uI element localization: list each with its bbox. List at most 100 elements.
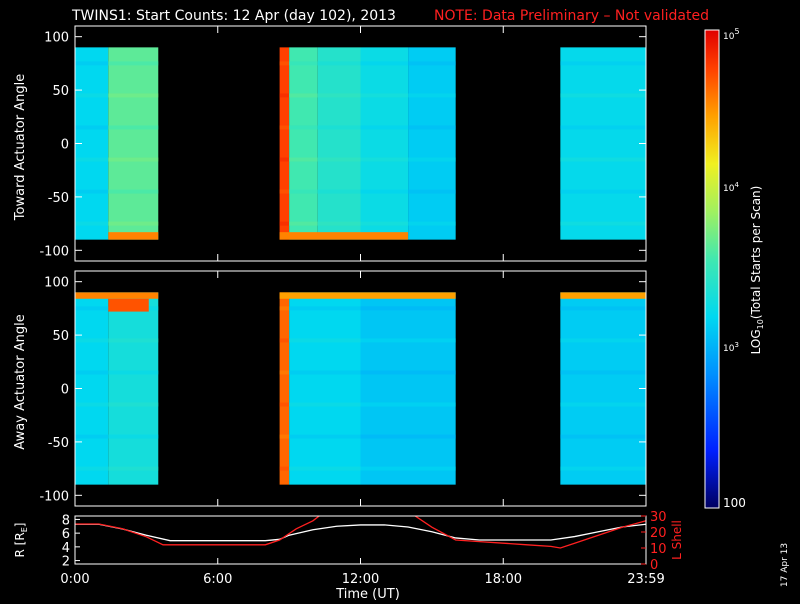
chart-title: TWINS1: Start Counts: 12 Apr (day 102), … — [71, 8, 396, 24]
heatmap-stripe — [360, 338, 456, 343]
heatmap-stripe — [560, 434, 646, 439]
preliminary-note: NOTE: Data Preliminary – Not validated — [434, 8, 709, 24]
heatmap-stripe — [360, 221, 409, 226]
heatmap-stripe — [75, 402, 109, 407]
lshell-line — [75, 516, 646, 549]
heatmap-segment — [317, 47, 361, 240]
heatmap-stripe — [360, 306, 456, 311]
y-tick-label: 0 — [61, 138, 69, 153]
heatmap-stripe — [279, 61, 290, 66]
heatmap-stripe — [279, 402, 290, 407]
heatmap-stripe — [289, 125, 318, 130]
y-tick-label: 50 — [52, 329, 69, 344]
heatmap-stripe — [75, 370, 109, 375]
y-tick-label: -50 — [48, 191, 69, 206]
heatmap-stripe — [317, 189, 361, 194]
heatmap-stripe — [108, 93, 159, 98]
heatmap-stripe — [75, 189, 109, 194]
heatmap-stripe — [75, 93, 109, 98]
heatmap-stripe — [360, 61, 409, 66]
heatmap-band — [75, 292, 159, 299]
r-label-end: ] — [13, 523, 27, 528]
x-tick-label: 23:59 — [627, 572, 664, 587]
heatmap-segment — [289, 47, 318, 240]
heatmap-stripe — [75, 434, 109, 439]
heatmap-stripe — [289, 434, 361, 439]
y-tick-label: 50 — [52, 84, 69, 99]
heatmap-stripe — [108, 434, 159, 439]
colorbar-scale — [704, 29, 720, 509]
heatmap-stripe — [108, 370, 159, 375]
heatmap-stripe — [289, 306, 361, 311]
heatmap-stripe — [108, 221, 159, 226]
heatmap-stripe — [360, 370, 456, 375]
heatmap-stripe — [279, 221, 290, 226]
r-label: R [R — [13, 532, 27, 557]
heatmap-stripe — [317, 221, 361, 226]
heatmap-stripe — [360, 157, 409, 162]
y-tick-label: 100 — [44, 276, 69, 291]
heatmap-stripe — [360, 125, 409, 130]
colorbar-tick-4: 104 — [723, 181, 739, 194]
heatmap-stripe — [360, 189, 409, 194]
heatmap-stripe — [108, 402, 159, 407]
heatmap-stripe — [108, 466, 159, 471]
heatmap-stripe — [75, 306, 109, 311]
heatmap-stripe — [560, 157, 646, 162]
heatmap-stripe — [360, 93, 409, 98]
heatmap-stripe — [408, 61, 456, 66]
heatmap-stripe — [360, 466, 456, 471]
heatmap-segment — [279, 47, 290, 240]
heatmap-stripe — [317, 61, 361, 66]
heatmap-stripe — [279, 125, 290, 130]
heatmap-stripe — [560, 189, 646, 194]
heatmap-stripe — [360, 402, 456, 407]
y-tick-label: 8 — [62, 513, 70, 528]
heatmap-stripe — [289, 402, 361, 407]
x-tick-label: 0:00 — [60, 572, 89, 587]
heatmap-stripe — [289, 221, 318, 226]
r-label-sub: E — [20, 527, 29, 532]
heatmap-stripe — [289, 466, 361, 471]
x-tick-label: 18:00 — [485, 572, 522, 587]
heatmap-stripe — [108, 61, 159, 66]
heatmap-stripe — [317, 125, 361, 130]
heatmap-stripe — [279, 306, 290, 311]
heatmap-stripe — [360, 434, 456, 439]
heatmap-stripe — [560, 61, 646, 66]
heatmap-stripe — [289, 338, 361, 343]
heatmap-stripe — [560, 221, 646, 226]
heatmap-stripe — [560, 370, 646, 375]
y-tick-label: 0 — [61, 383, 69, 398]
heatmap-stripe — [279, 338, 290, 343]
toward-actuator-panel: 100 50 0 -50 -100 — [39, 25, 647, 262]
r-line — [75, 523, 646, 542]
heatmap-stripe — [108, 189, 159, 194]
lshell-tick-label: 10 — [650, 542, 667, 557]
heatmap-band — [560, 292, 646, 299]
top-ylabel: Toward Actuator Angle — [13, 74, 28, 221]
heatmap-stripe — [279, 466, 290, 471]
heatmap-stripe — [75, 466, 109, 471]
heatmap-stripe — [108, 125, 159, 130]
y-tick-label: -100 — [39, 244, 69, 259]
x-axis-label: Time (UT) — [335, 587, 400, 600]
heatmap-stripe — [289, 93, 318, 98]
y-tick-label: 6 — [62, 527, 70, 542]
heatmap-segment — [408, 47, 456, 240]
heatmap-stripe — [289, 189, 318, 194]
heatmap-stripe — [317, 93, 361, 98]
heatmap-segment — [289, 292, 361, 485]
heatmap-stripe — [75, 61, 109, 66]
away-actuator-panel: 100 50 0 -50 -100 — [39, 270, 647, 507]
heatmap-segment — [560, 47, 646, 240]
heatmap-band — [108, 298, 149, 312]
x-tick-label: 12:00 — [342, 572, 379, 587]
lshell-tick-label: 30 — [650, 510, 667, 525]
heatmap-stripe — [408, 189, 456, 194]
generation-stamp: 17 Apr 13 — [780, 543, 790, 587]
heatmap-stripe — [279, 434, 290, 439]
heatmap-stripe — [560, 402, 646, 407]
